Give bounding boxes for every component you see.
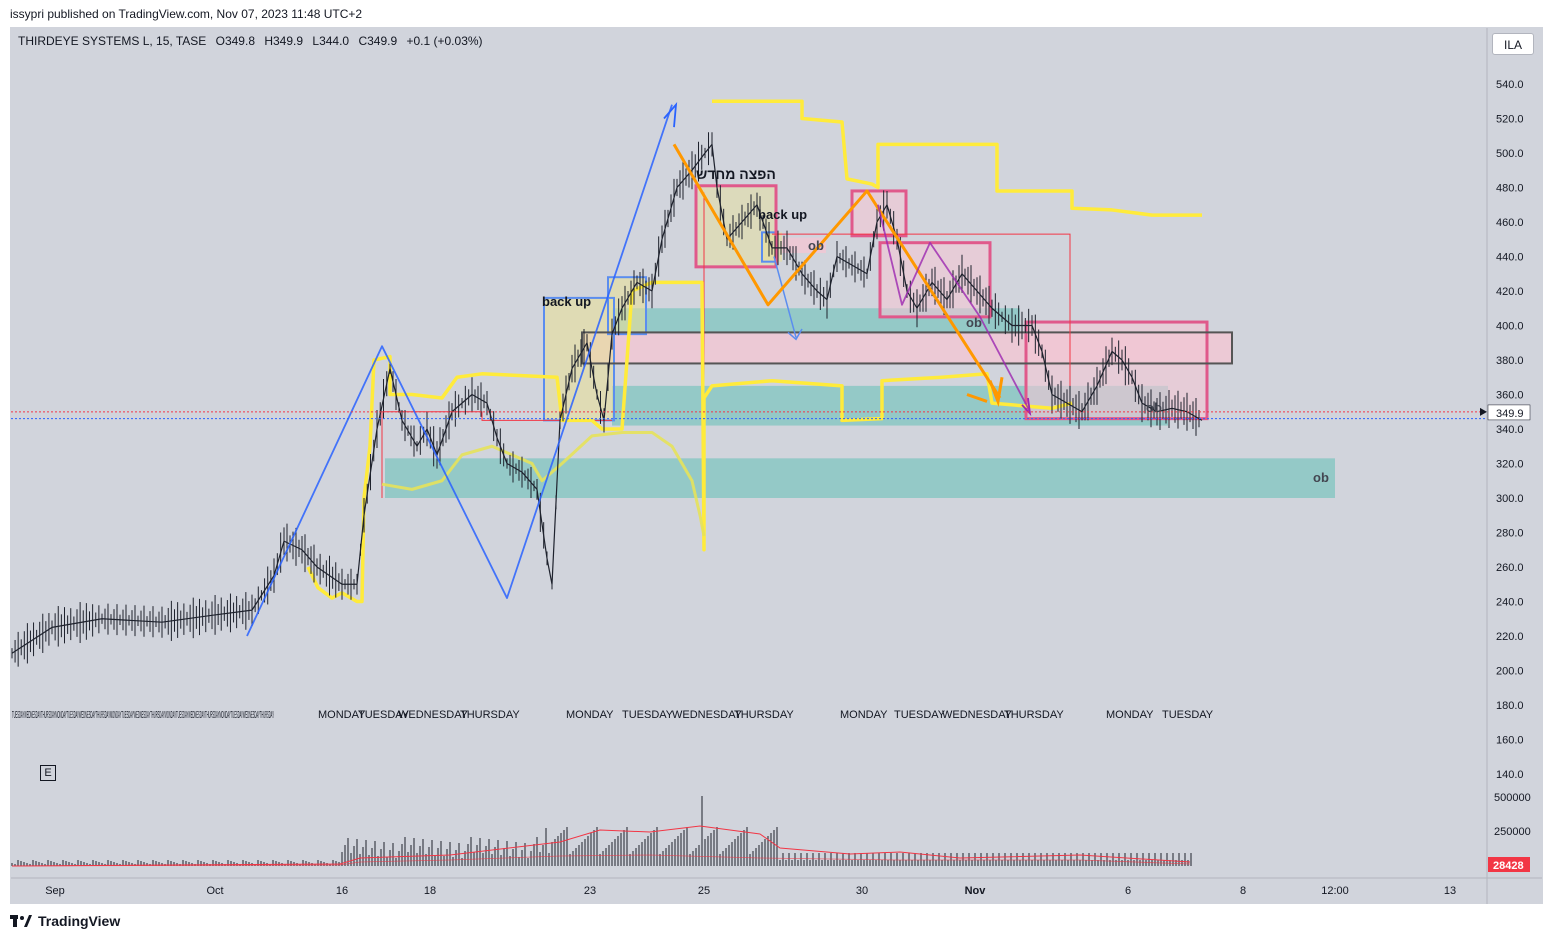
- y-tick-label: 500.0: [1496, 148, 1524, 160]
- earnings-marker-button[interactable]: E: [40, 765, 56, 781]
- symbol-legend: THIRDEYE SYSTEMS L, 15, TASE O349.8 H349…: [18, 34, 489, 48]
- x-tick-label: Sep: [45, 885, 65, 897]
- volume-tick-label: 250000: [1494, 826, 1531, 838]
- last-price-label: 349.9: [1496, 408, 1524, 420]
- x-tick-label: 8: [1240, 885, 1246, 897]
- blue-arrowhead-down: [787, 328, 803, 341]
- session-label: TUESDAY: [358, 709, 410, 721]
- orange-arrowhead: [988, 377, 1004, 408]
- annotation-redistribution: הפצה מחדש: [696, 166, 776, 182]
- session-label: WEDNESDAY: [672, 709, 743, 721]
- x-tick-label: 23: [584, 885, 596, 897]
- y-tick-label: 440.0: [1496, 252, 1524, 264]
- blue-arrow-down: [773, 256, 797, 338]
- distribution-outline: [694, 184, 778, 269]
- volume-tick-label: 500000: [1494, 792, 1531, 804]
- annotation-ob-1: ob: [808, 238, 824, 253]
- y-tick-label: 520.0: [1496, 114, 1524, 126]
- backup-box-1: [544, 297, 614, 421]
- legend-open: O349.8: [215, 34, 255, 48]
- annotation-ob-3: ob: [1146, 400, 1162, 415]
- y-tick-label: 160.0: [1496, 735, 1524, 747]
- blue-arrowhead-up: [663, 102, 678, 128]
- volume-badge: [1488, 857, 1530, 872]
- purple-zigzag: [877, 204, 1031, 413]
- tradingview-logo-icon: [10, 915, 32, 927]
- footer-brand: TradingView: [38, 913, 121, 929]
- grey-range-outline: [581, 331, 1233, 365]
- session-label: TUESDAY: [1162, 709, 1214, 721]
- y-tick-label: 300.0: [1496, 493, 1524, 505]
- legend-low: L344.0: [312, 34, 350, 48]
- x-tick-label: Nov: [965, 885, 987, 897]
- last-volume-label: 28428: [1493, 860, 1524, 872]
- y-tick-label: 220.0: [1496, 631, 1524, 643]
- purple-arrowhead: [1021, 397, 1032, 417]
- legend-high: H349.9: [264, 34, 304, 48]
- red-level-line: [381, 411, 612, 498]
- y-tick-label: 400.0: [1496, 321, 1524, 333]
- volume-ma-line-2: [11, 854, 1191, 867]
- x-tick-label: 25: [698, 885, 710, 897]
- x-tick-label: 6: [1125, 885, 1131, 897]
- annotation-ob-4: ob: [1313, 470, 1329, 485]
- orange-zigzag: [672, 143, 1002, 399]
- session-labels-overlap: TUESDAYWEDNESDAYTHURSDAYMONDAYTUESDAYWED…: [12, 710, 274, 721]
- annotation-ob-2: ob: [966, 315, 982, 330]
- x-tick-label: 30: [856, 885, 868, 897]
- x-tick-label: Oct: [206, 885, 223, 897]
- session-label: WEDNESDAY: [398, 709, 469, 721]
- x-tick-label: 16: [336, 885, 348, 897]
- session-label: MONDAY: [1106, 709, 1154, 721]
- session-label: WEDNESDAY: [942, 709, 1013, 721]
- peak-outline: [850, 189, 908, 238]
- annotation-back-up-1: back up: [542, 294, 591, 309]
- y-tick-label: 340.0: [1496, 424, 1524, 436]
- orange-small-arrow: [966, 393, 988, 403]
- annotation-back-up-2: back up: [758, 207, 807, 222]
- y-tick-label: 380.0: [1496, 355, 1524, 367]
- y-tick-label: 320.0: [1496, 459, 1524, 471]
- session-label: TUESDAY: [894, 709, 946, 721]
- red-ref-line: [772, 233, 1071, 392]
- session-label: THURSDAY: [460, 709, 520, 721]
- session-label: THURSDAY: [734, 709, 794, 721]
- session-label: THURSDAY: [1004, 709, 1064, 721]
- y-tick-label: 140.0: [1496, 769, 1524, 781]
- pink-box-right: [1026, 322, 1207, 419]
- session-label: TUESDAY: [622, 709, 674, 721]
- legend-close: C349.9: [358, 34, 398, 48]
- yellow-mid-band: [381, 430, 706, 537]
- y-tick-label: 420.0: [1496, 286, 1524, 298]
- session-label: MONDAY: [840, 709, 888, 721]
- price-axis: [1487, 28, 1542, 904]
- blue-wave-line: [246, 104, 673, 637]
- mid-outline: [878, 241, 992, 319]
- y-tick-label: 280.0: [1496, 528, 1524, 540]
- y-tick-label: 240.0: [1496, 597, 1524, 609]
- last-price-badge: [1487, 404, 1531, 421]
- x-tick-label: 18: [424, 885, 436, 897]
- y-tick-label: 460.0: [1496, 217, 1524, 229]
- y-tick-label: 180.0: [1496, 700, 1524, 712]
- currency-button[interactable]: ILA: [1492, 33, 1534, 55]
- yellow-upper-band: [712, 99, 1202, 217]
- session-label: MONDAY: [566, 709, 614, 721]
- y-tick-label: 260.0: [1496, 562, 1524, 574]
- backup-outline-2: [607, 276, 647, 336]
- session-label: MONDAY: [318, 709, 366, 721]
- volume-ma-line: [11, 825, 1191, 867]
- footer: TradingView: [10, 913, 120, 929]
- y-tick-label: 480.0: [1496, 183, 1524, 195]
- x-tick-label: 13: [1444, 885, 1456, 897]
- y-tick-label: 200.0: [1496, 666, 1524, 678]
- x-tick-label: 12:00: [1321, 885, 1349, 897]
- publisher-line: issypri published on TradingView.com, No…: [10, 7, 363, 21]
- legend-change: +0.1 (+0.03%): [406, 34, 483, 48]
- legend-symbol: THIRDEYE SYSTEMS L, 15, TASE: [18, 34, 207, 48]
- price-pointer-icon: [1480, 407, 1487, 416]
- y-tick-label: 360.0: [1496, 390, 1524, 402]
- y-tick-label: 540.0: [1496, 79, 1524, 91]
